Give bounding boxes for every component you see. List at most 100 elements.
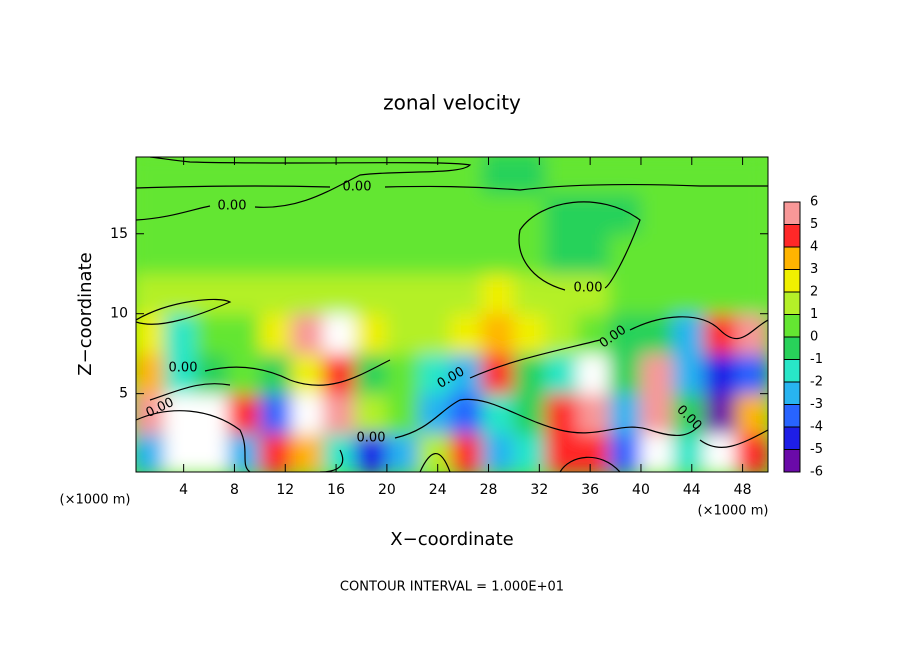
- contour-line: [136, 157, 472, 221]
- cell: [354, 193, 388, 235]
- cell: [195, 353, 229, 395]
- cell: [386, 157, 420, 195]
- x-tick-label: 28: [480, 482, 498, 498]
- cell: [195, 313, 229, 355]
- x-unit-label: (×1000 m): [60, 493, 131, 508]
- contour-line: [136, 298, 232, 325]
- cell: [481, 233, 515, 275]
- cell: [576, 273, 610, 315]
- cell: [449, 433, 483, 472]
- cell: [259, 233, 293, 275]
- cell: [672, 393, 705, 435]
- colorbar-tick-label: 5: [810, 217, 818, 232]
- cell: [386, 393, 420, 435]
- colorbar-bin: [784, 247, 800, 270]
- cell: [418, 393, 451, 435]
- cell: [386, 353, 420, 395]
- cell: [164, 433, 197, 472]
- cell: [136, 193, 166, 235]
- cell: [735, 393, 768, 435]
- cell: [227, 157, 261, 195]
- cell: [259, 157, 293, 195]
- cell: [291, 233, 324, 275]
- colorbar-tick-label: -5: [810, 442, 823, 457]
- cell: [576, 157, 610, 195]
- x-tick-label: 44: [683, 482, 701, 498]
- cell: [291, 313, 324, 355]
- y-tick-label: 10: [110, 306, 128, 322]
- cell: [513, 313, 547, 355]
- cell: [576, 193, 610, 235]
- cell: [259, 393, 293, 435]
- cell: [703, 353, 737, 395]
- cell: [481, 313, 515, 355]
- cell: [481, 393, 515, 435]
- contour-label: 0.00: [357, 431, 386, 446]
- cell: [386, 273, 420, 315]
- cell: [703, 433, 737, 472]
- cell: [640, 313, 674, 355]
- colorbar-tick-label: -1: [810, 352, 823, 367]
- cell: [195, 393, 229, 435]
- cell: [545, 273, 578, 315]
- x-tick-label: 36: [581, 482, 599, 498]
- cell: [322, 313, 356, 355]
- colorbar-bin: [784, 359, 800, 382]
- plot-area: 0.00 0.00 0.00 0.00 0.00 0.00 0.00 0.00 …: [136, 157, 768, 472]
- cell: [354, 433, 388, 472]
- cell: [259, 273, 293, 315]
- colorbar-tick-label: -4: [810, 420, 823, 435]
- cell: [291, 273, 324, 315]
- cell: [672, 193, 705, 235]
- cell: [227, 313, 261, 355]
- contour-label: 0.00: [574, 281, 603, 296]
- cell: [354, 233, 388, 275]
- cell: [735, 433, 768, 472]
- cell: [640, 273, 674, 315]
- cell: [418, 273, 451, 315]
- x-tick-label: 32: [530, 482, 548, 498]
- cell: [703, 273, 737, 315]
- colorbar-tick-label: 1: [810, 307, 818, 322]
- cell: [513, 353, 547, 395]
- cell: [703, 157, 737, 195]
- contour-line: [149, 316, 768, 401]
- cell: [195, 233, 229, 275]
- contour-label: 0.00: [343, 180, 372, 195]
- cell: [164, 393, 197, 435]
- colorbar-bin: [784, 269, 800, 292]
- x-tick-label: 48: [734, 482, 752, 498]
- cell: [576, 233, 610, 275]
- cell: [576, 433, 610, 472]
- cell: [322, 353, 356, 395]
- cell: [545, 313, 578, 355]
- cell: [354, 393, 388, 435]
- cell: [259, 313, 293, 355]
- colorbar-bin: [784, 224, 800, 247]
- colorbar-tick-label: 3: [810, 262, 818, 277]
- cell: [545, 433, 578, 472]
- colorbar-tick-label: 0: [810, 330, 818, 345]
- cell: [672, 433, 705, 472]
- cell: [164, 193, 197, 235]
- cell: [608, 233, 642, 275]
- cell: [513, 273, 547, 315]
- chart-title: zonal velocity: [383, 91, 521, 115]
- cell: [227, 233, 261, 275]
- y-axis-label: Z−coordinate: [75, 252, 96, 375]
- cell: [227, 273, 261, 315]
- cell: [164, 273, 197, 315]
- x-tick-label: 4: [179, 482, 188, 498]
- cell: [136, 433, 166, 472]
- cell: [322, 193, 356, 235]
- x-tick-label: 40: [632, 482, 650, 498]
- cell: [136, 273, 166, 315]
- colorbar-tick-label: 2: [810, 285, 818, 300]
- colorbar-bin: [784, 449, 800, 472]
- cell: [195, 433, 229, 472]
- cell: [386, 313, 420, 355]
- cell: [386, 433, 420, 472]
- cell: [322, 433, 356, 472]
- cell: [672, 313, 705, 355]
- cell: [449, 353, 483, 395]
